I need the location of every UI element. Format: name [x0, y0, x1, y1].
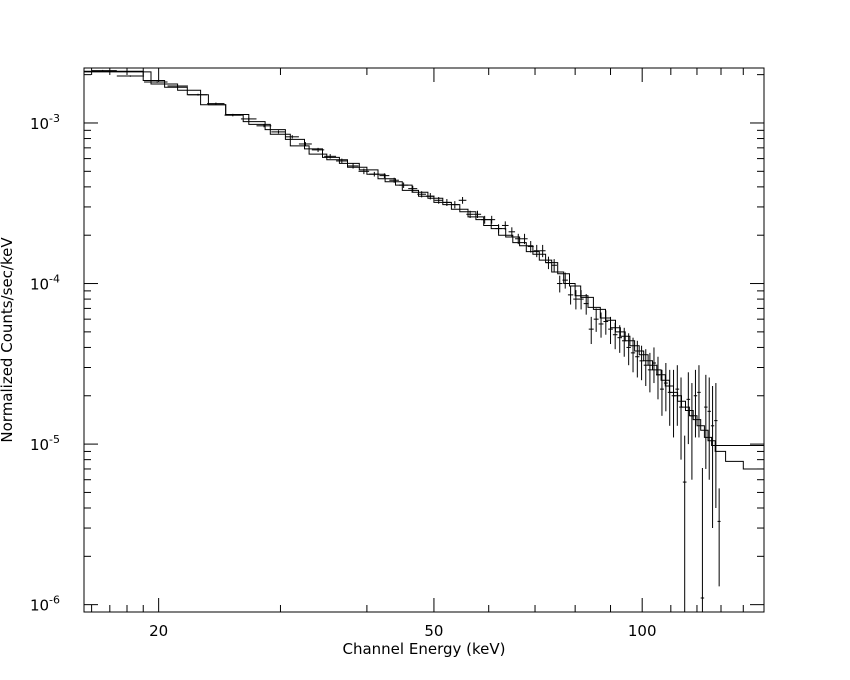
data-point	[583, 294, 589, 315]
data-point	[693, 369, 698, 438]
data-point	[667, 369, 672, 426]
data-point	[700, 467, 705, 612]
data-point	[675, 365, 680, 426]
data-point	[116, 75, 145, 77]
data-point	[240, 117, 257, 121]
data-point	[324, 154, 337, 159]
data-point	[663, 362, 668, 412]
data-point	[515, 233, 522, 245]
data-point	[408, 185, 418, 192]
data-point	[488, 215, 496, 224]
data-point	[434, 196, 443, 204]
data-point	[398, 182, 409, 188]
data-point	[545, 256, 552, 270]
data-point	[298, 142, 312, 146]
data-point	[481, 215, 489, 224]
data-point	[567, 286, 574, 305]
y-tick-label: 10-4	[30, 273, 60, 294]
data-point	[91, 69, 117, 72]
data-point	[562, 272, 568, 289]
data-point	[521, 233, 528, 245]
x-tick-label: 20	[149, 622, 168, 640]
y-axis-label: Normalized Counts/sec/keV	[0, 237, 16, 443]
data-point	[697, 365, 701, 438]
data-point	[588, 316, 594, 345]
x-axis-label: Channel Energy (keV)	[343, 640, 506, 658]
data-point	[643, 349, 648, 387]
data-point	[682, 435, 687, 612]
data-point	[635, 340, 640, 378]
data-point	[473, 210, 482, 218]
data-point	[426, 193, 435, 200]
y-tick-labels: 10-3 10-4 10-5 10-6	[30, 112, 60, 615]
data-point	[671, 369, 676, 438]
data-point	[578, 290, 584, 310]
data-point	[717, 488, 721, 587]
x-tick-label: 50	[424, 622, 443, 640]
data-point	[608, 316, 613, 345]
data-point	[417, 191, 427, 198]
plot-frame	[83, 67, 765, 613]
data-point	[311, 147, 325, 152]
data-point	[686, 372, 691, 445]
data-point	[639, 345, 644, 381]
data-point	[539, 244, 546, 258]
model-curve-thin	[84, 71, 764, 470]
data-point	[256, 124, 272, 128]
y-tick-label: 10-5	[30, 433, 60, 454]
data-point	[556, 275, 563, 293]
data-point	[501, 221, 509, 230]
data-point	[347, 163, 359, 169]
x-tick-label: 100	[628, 622, 657, 640]
data-point	[573, 290, 579, 310]
data-point	[659, 369, 664, 416]
data-point	[551, 259, 557, 272]
y-tick-label: 10-6	[30, 594, 60, 615]
data-point	[495, 224, 502, 234]
data-point	[710, 386, 715, 529]
data-point	[336, 158, 348, 164]
data-point	[144, 81, 168, 83]
data-point	[458, 196, 467, 204]
data-point	[603, 310, 609, 335]
data-point	[527, 241, 534, 253]
data-point	[612, 322, 618, 350]
data-point	[224, 113, 241, 117]
data-point	[508, 227, 516, 237]
data-point	[187, 93, 208, 96]
data-point	[167, 85, 188, 87]
data-point	[533, 244, 540, 258]
data-point	[285, 135, 299, 139]
y-tick-label: 10-3	[30, 112, 60, 133]
data-point	[271, 130, 286, 134]
axis-ticks	[84, 68, 765, 613]
data-point	[690, 383, 694, 480]
model-layer	[84, 70, 764, 470]
data-point	[442, 199, 451, 207]
data-point	[679, 377, 683, 460]
x-tick-labels: 20 50 100	[149, 622, 656, 640]
data-point	[369, 171, 380, 177]
data-point	[651, 347, 656, 384]
data-point	[389, 177, 399, 183]
data-point	[704, 374, 708, 469]
data-point	[655, 356, 660, 400]
data-point	[714, 383, 718, 508]
data-point	[621, 327, 627, 357]
data-point	[207, 102, 225, 105]
data-point	[450, 201, 459, 209]
data-point	[593, 308, 599, 332]
data-point	[647, 352, 652, 393]
data-point	[598, 312, 604, 338]
data-point	[626, 333, 631, 366]
data-point	[707, 377, 711, 480]
data-point	[466, 210, 474, 218]
data-point	[617, 325, 622, 353]
data-point	[630, 337, 636, 373]
data-point	[358, 168, 370, 175]
data-layer	[91, 69, 721, 612]
data-point	[379, 173, 390, 179]
